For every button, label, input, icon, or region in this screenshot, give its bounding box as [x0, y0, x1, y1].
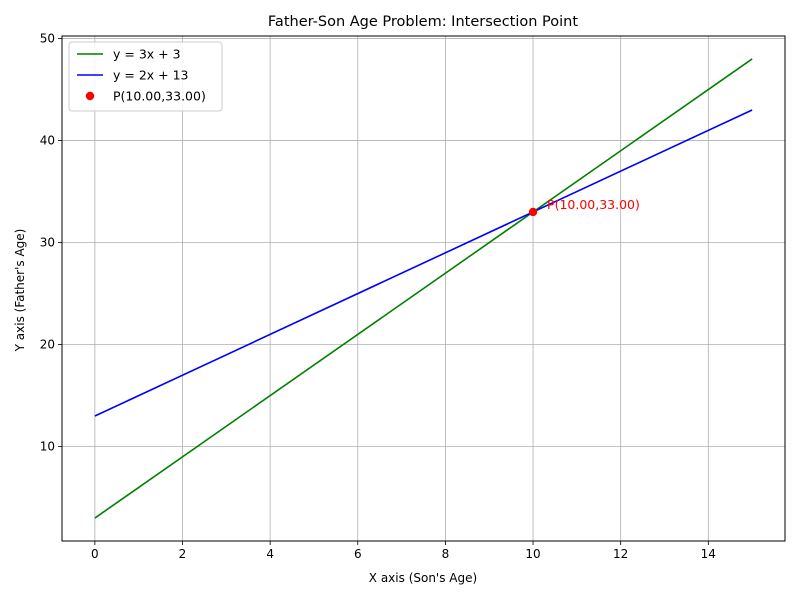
y-tick-label: 50: [40, 32, 55, 46]
legend: y = 3x + 3 y = 2x + 13 P(10.00,33.00): [68, 41, 223, 112]
chart-title: Father-Son Age Problem: Intersection Poi…: [268, 14, 578, 30]
series-line-2: [94, 109, 753, 417]
legend-label-2: y = 2x + 13: [113, 68, 189, 83]
tick-layer: 0 2 4 6 8 10 12 14 10 20 30 40 50: [40, 32, 716, 561]
x-tick-label: 4: [266, 547, 274, 561]
x-tick-label: 0: [91, 547, 99, 561]
legend-point-swatch: [85, 91, 95, 101]
y-tick-label: 30: [40, 236, 55, 250]
intersection-annotation: P(10.00,33.00): [547, 197, 640, 212]
x-tick-label: 10: [525, 547, 540, 561]
series-line-1: [94, 58, 753, 519]
legend-box: [68, 41, 223, 112]
y-axis-label: Y axis (Father's Age): [13, 229, 27, 353]
x-tick-label: 12: [613, 547, 628, 561]
x-tick-label: 8: [442, 547, 450, 561]
x-axis-label: X axis (Son's Age): [369, 571, 477, 585]
series-layer: [94, 58, 753, 519]
y-tick-label: 40: [40, 134, 55, 148]
annotation-layer: P(10.00,33.00): [547, 197, 640, 212]
x-tick-label: 6: [354, 547, 362, 561]
y-tick-label: 20: [40, 338, 55, 352]
legend-point-label: P(10.00,33.00): [113, 89, 206, 104]
plot-frame: [61, 35, 786, 542]
x-tick-label: 14: [701, 547, 716, 561]
grid-layer: [62, 36, 785, 541]
x-tick-label: 2: [179, 547, 187, 561]
legend-label-1: y = 3x + 3: [113, 47, 181, 62]
points-layer: [528, 207, 538, 217]
intersection-point: [528, 207, 538, 217]
y-tick-label: 10: [40, 440, 55, 454]
